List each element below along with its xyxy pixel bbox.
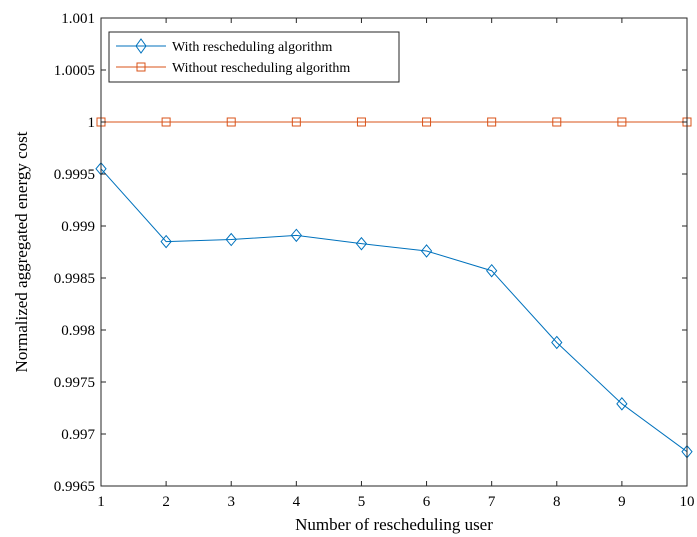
y-tick-label: 0.9985 bbox=[54, 271, 95, 287]
x-tick-label: 6 bbox=[423, 494, 431, 510]
x-tick-label: 2 bbox=[162, 494, 170, 510]
x-tick-label: 10 bbox=[680, 494, 695, 510]
y-tick-label: 0.998 bbox=[61, 323, 95, 339]
series-0-point bbox=[420, 244, 433, 258]
legend: With rescheduling algorithm Without resc… bbox=[108, 31, 400, 83]
series-1-point bbox=[422, 117, 432, 127]
y-tick-label: 1.0005 bbox=[54, 63, 95, 79]
axis-ticks: 1 2 3 4 5 6 7 8 9 10 0.9965 0.997 0.9975 0.998 0.9985 0… bbox=[54, 11, 695, 510]
series-0-point bbox=[225, 232, 237, 247]
x-tick-label: 8 bbox=[553, 494, 561, 510]
series-1-point bbox=[552, 117, 562, 127]
plot-area bbox=[101, 18, 687, 486]
y-tick-label: 0.9975 bbox=[54, 375, 95, 391]
series-0-point bbox=[290, 228, 302, 243]
y-axis-label: Normalized aggregated energy cost bbox=[12, 131, 31, 372]
series-1-point bbox=[617, 117, 627, 127]
y-tick-label: 0.999 bbox=[61, 219, 95, 235]
x-tick-label: 1 bbox=[97, 494, 105, 510]
y-tick-label: 0.997 bbox=[61, 427, 95, 443]
series-1-point bbox=[487, 117, 497, 127]
series-0-point bbox=[551, 335, 563, 350]
series-1-point bbox=[291, 117, 301, 127]
y-tick-label: 0.9995 bbox=[54, 167, 95, 183]
legend-square-marker bbox=[136, 62, 146, 72]
x-tick-label: 7 bbox=[488, 494, 496, 510]
legend-label-with: With rescheduling algorithm bbox=[172, 40, 333, 55]
series-0-line bbox=[100, 168, 688, 453]
series-0-point bbox=[160, 234, 172, 249]
series-0-point bbox=[355, 236, 368, 251]
legend-box bbox=[108, 31, 400, 83]
y-tick-label: 1 bbox=[88, 115, 96, 131]
legend-diamond-marker bbox=[135, 38, 147, 54]
x-tick-label: 9 bbox=[618, 494, 626, 510]
series-0-point bbox=[616, 397, 628, 411]
series-1-point bbox=[356, 117, 366, 127]
y-tick-label: 0.9965 bbox=[54, 479, 95, 495]
x-axis-label: Number of rescheduling user bbox=[295, 515, 493, 534]
x-tick-label: 4 bbox=[293, 494, 301, 510]
series-1-point bbox=[161, 117, 171, 127]
legend-label-without: Without rescheduling algorithm bbox=[172, 61, 350, 76]
y-tick-label: 1.001 bbox=[61, 11, 95, 27]
series-0-point bbox=[486, 263, 498, 278]
x-tick-label: 5 bbox=[358, 494, 366, 510]
x-tick-label: 3 bbox=[227, 494, 235, 510]
plot-frame bbox=[100, 17, 688, 487]
series-1-point bbox=[226, 117, 236, 127]
